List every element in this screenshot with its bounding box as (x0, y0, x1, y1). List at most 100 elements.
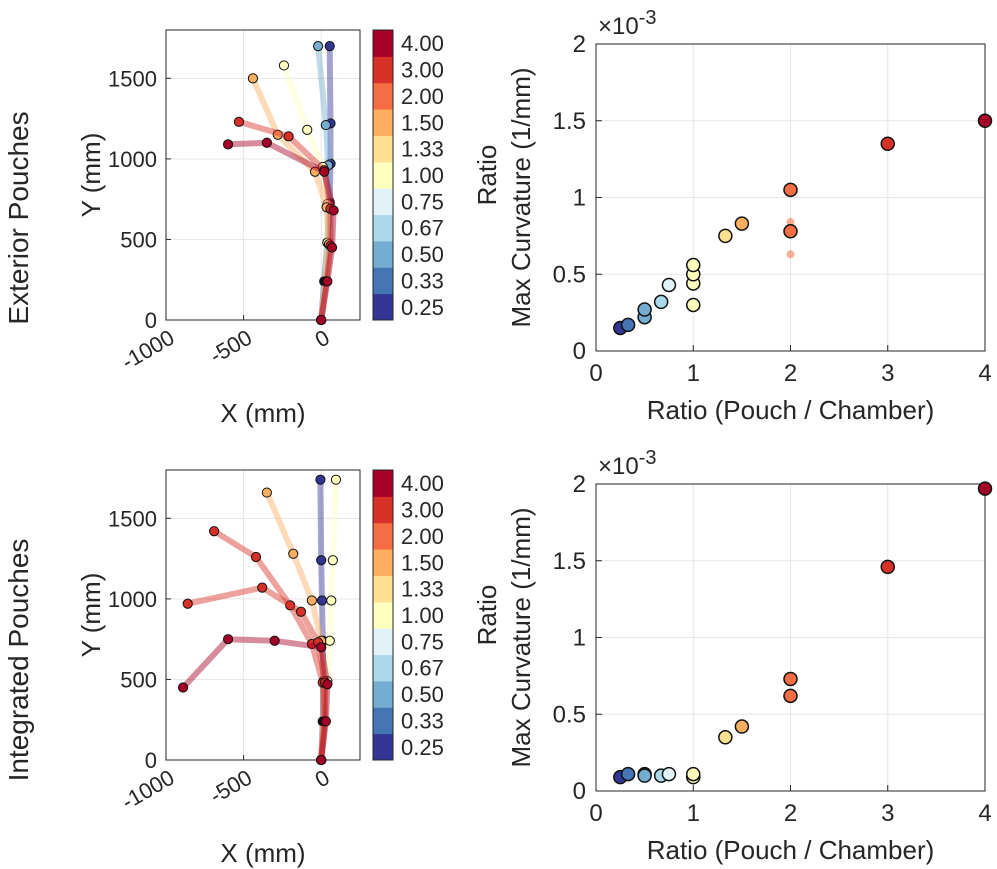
trajectory-point (182, 598, 193, 609)
colorbar-label: 0.75 (401, 629, 444, 654)
colorbar-label: 0.67 (401, 656, 444, 681)
data-point (661, 277, 677, 293)
x-axis-label: Ratio (Pouch / Chamber) (647, 835, 935, 865)
colorbar-label: 1.33 (401, 577, 444, 602)
y-tick-label: 1 (573, 185, 586, 212)
trajectory-point (288, 548, 299, 559)
trajectory-point (302, 124, 313, 135)
exponent-base: ×10 (598, 453, 639, 480)
trajectory-point (322, 679, 333, 690)
trajectory-point (285, 600, 296, 611)
axes-box (595, 483, 986, 792)
colorbar-swatch (373, 680, 393, 708)
y-axis-label: Y (mm) (76, 573, 106, 658)
trajectory-point (316, 595, 328, 606)
y-tick-label: 1500 (108, 506, 157, 531)
colorbar-swatch (373, 161, 393, 189)
trajectory-point (269, 635, 280, 646)
colorbar-label: 4.00 (401, 31, 444, 56)
trajectory-point (319, 166, 330, 177)
axes-box (165, 29, 361, 321)
colorbar-swatch (373, 30, 393, 57)
exponent-label: ×10-3 (598, 7, 657, 40)
data-point (977, 481, 993, 496)
colorbar-label: 2.00 (401, 524, 444, 549)
colorbar-swatch (373, 135, 393, 163)
y-tick-label: 1000 (108, 587, 157, 612)
y-tick-label: 500 (120, 667, 157, 692)
trajectory-point (177, 682, 189, 693)
x-axis-label: X (mm) (220, 838, 305, 868)
colorbar-swatch (373, 240, 393, 268)
trajectory-point (257, 582, 268, 593)
data-point (783, 224, 798, 239)
data-point (718, 228, 733, 244)
trajectory-point (316, 555, 327, 566)
colorbar-swatch (373, 293, 393, 321)
data-point (783, 671, 798, 687)
y-axis-label: Max Curvature (1/mm) (506, 507, 536, 767)
data-point (661, 766, 677, 782)
x-axis-label: Ratio (Pouch / Chamber) (647, 395, 935, 425)
colorbar-label: 1.00 (401, 603, 444, 628)
colorbar-swatch (373, 733, 393, 761)
colorbar-swatch (373, 109, 393, 136)
data-point (686, 297, 701, 313)
x-tick-label: -500 (205, 765, 256, 809)
colorbar-label: 0.75 (401, 189, 444, 214)
trajectory-point (312, 41, 324, 52)
x-tick-label: 4 (978, 800, 991, 827)
colorbar-label: 3.00 (401, 498, 444, 523)
x-tick-label: 3 (881, 800, 894, 827)
colorbar-swatch (373, 82, 393, 110)
y-axis-label: Max Curvature (1/mm) (506, 67, 536, 327)
data-point (783, 182, 798, 198)
trajectory-point (283, 131, 294, 142)
trajectory-point (272, 129, 283, 140)
colorbar-swatch (373, 707, 393, 735)
colorbar-swatch (373, 628, 393, 656)
x-tick-label: 2 (784, 800, 797, 827)
y-tick-label: 0 (145, 748, 157, 773)
faded-data-point (786, 218, 795, 227)
colorbar-swatch (373, 267, 393, 295)
trajectory-point (278, 60, 290, 71)
exterior-curvature-plot: 0 1 2 3 4 0 0.5 1 1.5 2 ×10-3 Ratio (Pouch / Chambe… (506, 7, 993, 425)
trajectory-point (326, 595, 337, 606)
y-tick-label: 0 (573, 778, 586, 805)
y-tick-label: 0.5 (553, 701, 586, 728)
colorbar-label: 0.25 (401, 735, 444, 760)
axes-box (165, 469, 361, 761)
trajectory-point (328, 205, 339, 216)
integrated-curvature-plot: 0 1 2 3 4 0 0.5 1 1.5 2 ×10-3 Ratio (Pouch / Chambe… (506, 447, 993, 865)
trajectory-point (322, 276, 333, 287)
colorbar-swatch (373, 575, 393, 603)
colorbar-swatch (373, 654, 393, 682)
row-label-integrated: Integrated Pouches (3, 539, 34, 782)
colorbar-border (372, 29, 394, 321)
trajectory-point (295, 606, 307, 617)
x-axis-label: X (mm) (220, 398, 305, 428)
data-point (734, 719, 750, 734)
trajectory-point (222, 139, 234, 150)
y-tick-label: 1500 (108, 66, 157, 91)
colorbar-label: 4.00 (401, 471, 444, 496)
colorbar-label: 3.00 (401, 58, 444, 83)
data-point (686, 257, 701, 273)
trajectory-point (330, 474, 342, 485)
colorbar-swatch (373, 496, 393, 524)
colorbar-swatch (373, 188, 393, 216)
colorbar-swatch (373, 601, 393, 629)
x-tick-label: 1 (687, 360, 700, 387)
colorbar-label: 0.33 (401, 268, 444, 293)
trajectory-point (250, 551, 262, 563)
y-tick-label: 2 (573, 471, 586, 498)
colorbar-title: Ratio (472, 585, 502, 646)
exterior-colorbar: 0.250.330.500.670.751.001.331.502.003.00… (372, 29, 502, 321)
x-tick-label: 1 (687, 800, 700, 827)
data-point (620, 766, 636, 782)
trajectory-point (222, 634, 234, 645)
colorbar-swatch (373, 522, 393, 550)
